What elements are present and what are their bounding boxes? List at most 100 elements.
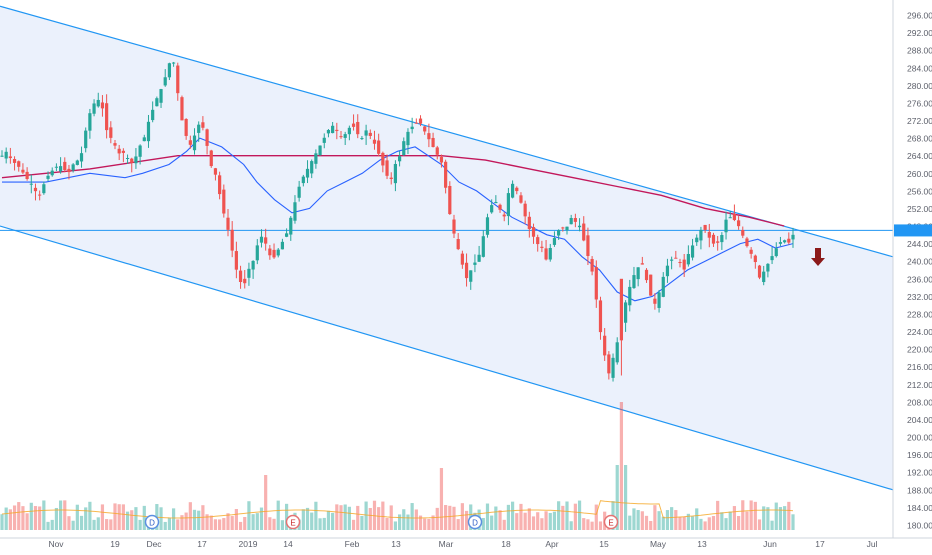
candle[interactable] — [716, 241, 720, 243]
candle[interactable] — [305, 168, 310, 178]
candle[interactable] — [125, 157, 130, 159]
candle[interactable] — [222, 189, 226, 214]
candle[interactable] — [368, 132, 372, 136]
candle[interactable] — [322, 137, 326, 143]
candle[interactable] — [389, 177, 393, 179]
candle[interactable] — [628, 286, 632, 306]
candle[interactable] — [130, 158, 134, 163]
candle[interactable] — [92, 103, 96, 114]
candle[interactable] — [531, 227, 536, 237]
candle[interactable] — [678, 262, 682, 264]
candle[interactable] — [439, 156, 444, 163]
candle[interactable] — [17, 161, 21, 167]
candle[interactable] — [582, 223, 586, 241]
candle[interactable] — [623, 302, 628, 323]
candle[interactable] — [649, 274, 653, 296]
candle[interactable] — [251, 260, 255, 270]
candle[interactable] — [33, 187, 38, 192]
candle[interactable] — [159, 89, 163, 103]
candle[interactable] — [197, 124, 201, 133]
candle[interactable] — [603, 335, 607, 356]
candle[interactable] — [109, 127, 113, 138]
candle[interactable] — [134, 156, 138, 164]
candle[interactable] — [640, 263, 644, 265]
candle[interactable] — [469, 270, 473, 282]
candle[interactable] — [67, 168, 71, 173]
candle[interactable] — [435, 147, 439, 155]
candle[interactable] — [21, 169, 25, 173]
candle[interactable] — [456, 239, 460, 250]
candle[interactable] — [25, 171, 29, 179]
candle[interactable] — [707, 231, 711, 238]
candle[interactable] — [343, 134, 347, 138]
candle[interactable] — [644, 269, 649, 281]
candle[interactable] — [791, 234, 795, 240]
candle[interactable] — [255, 245, 259, 261]
candle[interactable] — [230, 229, 234, 251]
candle[interactable] — [58, 166, 63, 172]
candle[interactable] — [188, 140, 192, 145]
candle[interactable] — [184, 118, 188, 136]
candle[interactable] — [0, 155, 4, 157]
channel-upper-line[interactable] — [0, 5, 894, 258]
candle[interactable] — [544, 248, 548, 260]
candle[interactable] — [113, 143, 117, 146]
candle[interactable] — [105, 103, 109, 131]
candle[interactable] — [699, 229, 703, 241]
candle[interactable] — [636, 267, 640, 280]
candle[interactable] — [770, 256, 774, 261]
candle[interactable] — [423, 126, 427, 132]
candle[interactable] — [385, 160, 389, 176]
event-marker[interactable]: E — [603, 514, 619, 530]
candle[interactable] — [690, 245, 695, 258]
candle[interactable] — [741, 230, 745, 236]
candle[interactable] — [247, 268, 251, 278]
candle[interactable] — [573, 218, 577, 222]
candle[interactable] — [326, 130, 331, 134]
candle[interactable] — [151, 109, 155, 121]
candle[interactable] — [218, 175, 222, 195]
event-marker[interactable]: D — [467, 514, 483, 530]
candle[interactable] — [611, 357, 615, 378]
candle[interactable] — [670, 259, 674, 261]
candle[interactable] — [96, 99, 100, 107]
candle[interactable] — [703, 224, 707, 230]
candle[interactable] — [473, 262, 477, 265]
candle[interactable] — [736, 220, 741, 227]
candle[interactable] — [745, 238, 749, 247]
candle[interactable] — [561, 227, 565, 229]
candle[interactable] — [138, 145, 142, 157]
candle[interactable] — [498, 204, 502, 210]
channel-lower-line[interactable] — [0, 225, 894, 491]
candle[interactable] — [724, 219, 728, 233]
candle[interactable] — [506, 193, 511, 217]
candle[interactable] — [63, 161, 67, 170]
candle[interactable] — [552, 238, 557, 245]
candle[interactable] — [615, 342, 619, 363]
candle[interactable] — [243, 278, 247, 284]
candle[interactable] — [577, 225, 582, 228]
candle[interactable] — [464, 262, 469, 279]
candle[interactable] — [674, 257, 678, 259]
candle[interactable] — [84, 130, 88, 149]
candle[interactable] — [364, 130, 368, 136]
candle[interactable] — [205, 129, 209, 146]
candle[interactable] — [268, 248, 272, 256]
candle[interactable] — [460, 253, 464, 265]
candle[interactable] — [490, 205, 494, 213]
candle[interactable] — [418, 118, 423, 124]
candle[interactable] — [397, 156, 402, 162]
candle[interactable] — [79, 153, 84, 162]
candle[interactable] — [778, 242, 783, 244]
candle[interactable] — [619, 278, 624, 341]
candle[interactable] — [284, 233, 289, 237]
candle[interactable] — [749, 249, 753, 254]
candle[interactable] — [414, 122, 418, 124]
candle[interactable] — [657, 292, 661, 308]
candle[interactable] — [519, 195, 523, 203]
candle[interactable] — [289, 217, 293, 235]
candle[interactable] — [54, 166, 59, 168]
candle[interactable] — [71, 164, 75, 171]
candle[interactable] — [444, 161, 448, 188]
